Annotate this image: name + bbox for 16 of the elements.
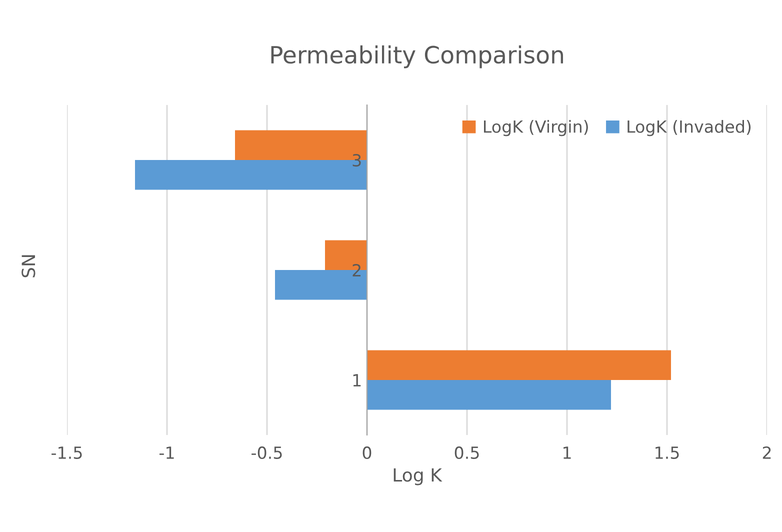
chart-title: Permeability Comparison <box>271 45 563 68</box>
y-tick-label: 1 <box>353 374 361 386</box>
legend-label: LogK (Invaded) <box>628 120 751 136</box>
x-tick-label: 1 <box>564 446 571 459</box>
x-axis-title: Log K <box>394 468 442 486</box>
x-tick-label: 0 <box>362 446 372 460</box>
x-tick-label: 2 <box>762 446 771 459</box>
bar <box>367 350 671 380</box>
x-tick-label: 1.5 <box>656 446 679 460</box>
y-axis-title: SN <box>22 255 36 278</box>
legend-label: LogK (Virgin) <box>484 120 588 136</box>
x-tick-label: -1.5 <box>52 446 82 460</box>
x-tick-label: -0.5 <box>252 446 282 460</box>
x-tick-label: -1 <box>160 446 174 459</box>
bar <box>367 380 611 410</box>
x-tick-label: 0.5 <box>454 446 479 460</box>
